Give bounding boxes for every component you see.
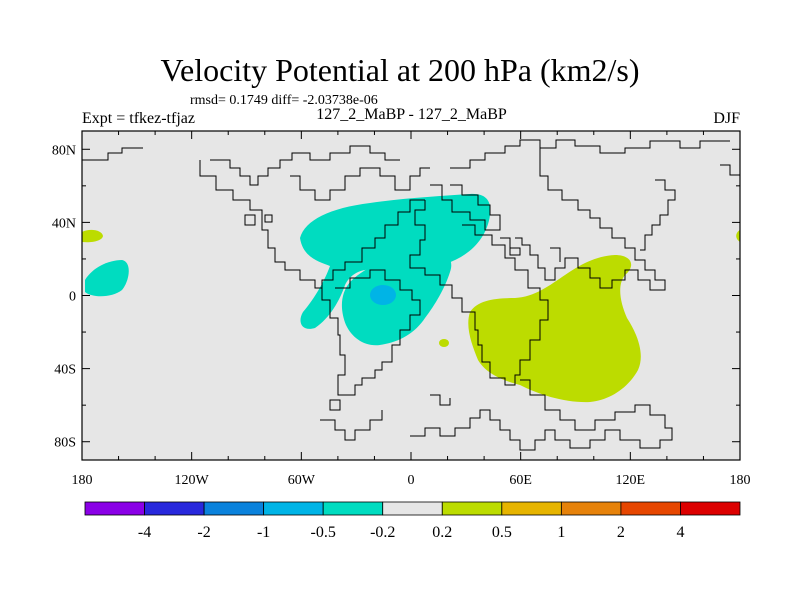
y-tick-label: 0 bbox=[69, 290, 76, 305]
colorbar-label: 0.5 bbox=[492, 524, 512, 541]
y-axis: 80N 40N 0 40S 80S bbox=[52, 143, 740, 451]
colorbar-swatch bbox=[441, 501, 503, 516]
colorbar-swatch bbox=[620, 501, 681, 516]
colorbar-swatch bbox=[560, 501, 622, 516]
x-tick-label: 120W bbox=[175, 473, 210, 488]
colorbar-label: -0.2 bbox=[370, 524, 395, 541]
y-tick-label: 40N bbox=[52, 216, 76, 231]
coastlines bbox=[82, 139, 740, 451]
x-axis: 180 120W 60W 0 60E 120E 180 bbox=[72, 131, 751, 488]
positive-region-indian-ocean bbox=[468, 255, 641, 403]
colorbar: -4 -2 -1 -0.5 -0.2 0.2 0.5 1 2 4 bbox=[84, 501, 741, 541]
colorbar-label: 0.2 bbox=[432, 524, 452, 541]
negative-core bbox=[370, 285, 396, 305]
x-tick-label: 180 bbox=[72, 473, 93, 488]
colorbar-label: 2 bbox=[617, 524, 625, 541]
colorbar-label: 4 bbox=[676, 524, 684, 541]
colorbar-swatch bbox=[322, 501, 384, 516]
x-tick-label: 120E bbox=[616, 473, 646, 488]
y-tick-label: 80N bbox=[52, 143, 76, 158]
colorbar-label: -4 bbox=[138, 524, 151, 541]
colorbar-label: -1 bbox=[257, 524, 270, 541]
negative-region-south-atlantic bbox=[341, 249, 452, 346]
case-label: 127_2_MaBP - 127_2_MaBP bbox=[316, 106, 507, 123]
experiment-label: Expt = tfkez-tfjaz bbox=[82, 110, 195, 127]
x-tick-label: 0 bbox=[408, 473, 415, 488]
y-tick-label: 40S bbox=[54, 363, 76, 378]
positive-region-dateline-east bbox=[736, 230, 740, 242]
colorbar-label: -2 bbox=[197, 524, 210, 541]
x-tick-label: 180 bbox=[730, 473, 751, 488]
y-tick-label: 80S bbox=[54, 436, 76, 451]
colorbar-swatch bbox=[501, 501, 562, 516]
colorbar-swatch bbox=[680, 501, 741, 516]
colorbar-swatch bbox=[263, 501, 324, 516]
x-tick-label: 60E bbox=[509, 473, 532, 488]
positive-region-small-atlantic bbox=[439, 339, 449, 347]
colorbar-swatch bbox=[144, 501, 205, 516]
plot-title: Velocity Potential at 200 hPa (km2/s) bbox=[160, 52, 640, 88]
colorbar-label: -0.5 bbox=[311, 524, 336, 541]
positive-region-dateline-west bbox=[82, 229, 103, 243]
colorbar-swatch bbox=[203, 501, 265, 516]
colorbar-swatch bbox=[382, 501, 443, 516]
contour-fill-layer bbox=[82, 139, 740, 451]
colorbar-label: 1 bbox=[557, 524, 565, 541]
stats-label: rmsd= 0.1749 diff= -2.03738e-06 bbox=[190, 93, 378, 108]
x-tick-label: 60W bbox=[288, 473, 316, 488]
negative-region-pacific bbox=[85, 260, 129, 297]
season-label: DJF bbox=[713, 110, 740, 127]
colorbar-swatch bbox=[84, 501, 145, 516]
